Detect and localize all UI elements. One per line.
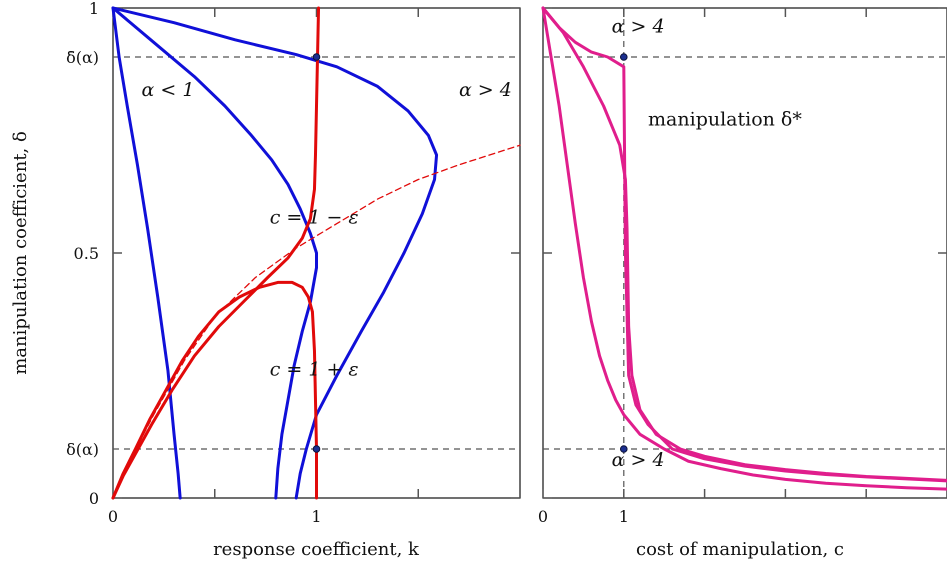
- left-y-tick-label-1: δ(α): [66, 440, 99, 459]
- left-annotation-1: α > 4: [459, 79, 512, 101]
- left-y-tick-label-3: δ̄(α): [66, 48, 99, 67]
- left-series-group: [111, 6, 521, 500]
- left-annotation-2: c = 1 − ε: [270, 207, 359, 229]
- right-series-line-2: [541, 6, 947, 491]
- right-x-tick-label-0: 0: [538, 507, 548, 526]
- right-marker-0: [620, 53, 628, 61]
- left-annotation-0: α < 1: [141, 79, 194, 101]
- left-annotations: α < 1 α > 4 c = 1 − ε c = 1 + ε: [141, 79, 511, 380]
- left-marker-group: [312, 53, 321, 453]
- right-plot-frame: [542, 7, 947, 499]
- left-marker-0: [312, 53, 321, 61]
- left-series-line-1: [111, 6, 318, 500]
- right-annotation-0: α > 4: [612, 16, 665, 38]
- right-marker-group: [620, 53, 628, 453]
- right-annotations: α > 4 manipulation δ* α > 4: [612, 16, 803, 472]
- left-series-line-3: [111, 6, 321, 500]
- left-y-axis-title: manipulation coefficient, δ: [10, 131, 31, 375]
- left-marker-1: [312, 445, 321, 453]
- left-x-tick-label-1: 1: [311, 507, 321, 526]
- right-tick-marks: [542, 7, 947, 499]
- left-annotation-3: c = 1 + ε: [270, 359, 359, 381]
- left-y-tick-label-0: 0: [89, 489, 99, 508]
- right-x-tick-label-1: 1: [619, 507, 629, 526]
- left-series-line-5: [112, 144, 521, 499]
- left-panel: 0 1 0 δ(α) 0.5 δ̄(α) 1 α < 1 α > 4 c = 1 − ε c = …: [10, 0, 521, 560]
- right-series-line-1: [541, 6, 947, 482]
- right-series-group: [541, 6, 947, 491]
- right-annotation-2: α > 4: [612, 449, 665, 471]
- left-series-line-4: [111, 280, 318, 500]
- right-annotation-1: manipulation δ*: [648, 109, 802, 131]
- left-y-tick-label-4: 1: [89, 0, 99, 18]
- left-tick-labels: 0 1 0 δ(α) 0.5 δ̄(α) 1: [66, 0, 322, 526]
- right-series-line-0: [541, 6, 947, 483]
- left-x-axis-title: response coefficient, k: [213, 539, 420, 560]
- left-x-tick-label-0: 0: [108, 507, 118, 526]
- left-y-tick-label-2: 0.5: [74, 244, 99, 263]
- left-series-line-0: [111, 6, 182, 500]
- right-marker-1: [620, 445, 628, 453]
- right-x-axis-title: cost of manipulation, c: [636, 539, 844, 560]
- right-guide-lines: [543, 8, 947, 498]
